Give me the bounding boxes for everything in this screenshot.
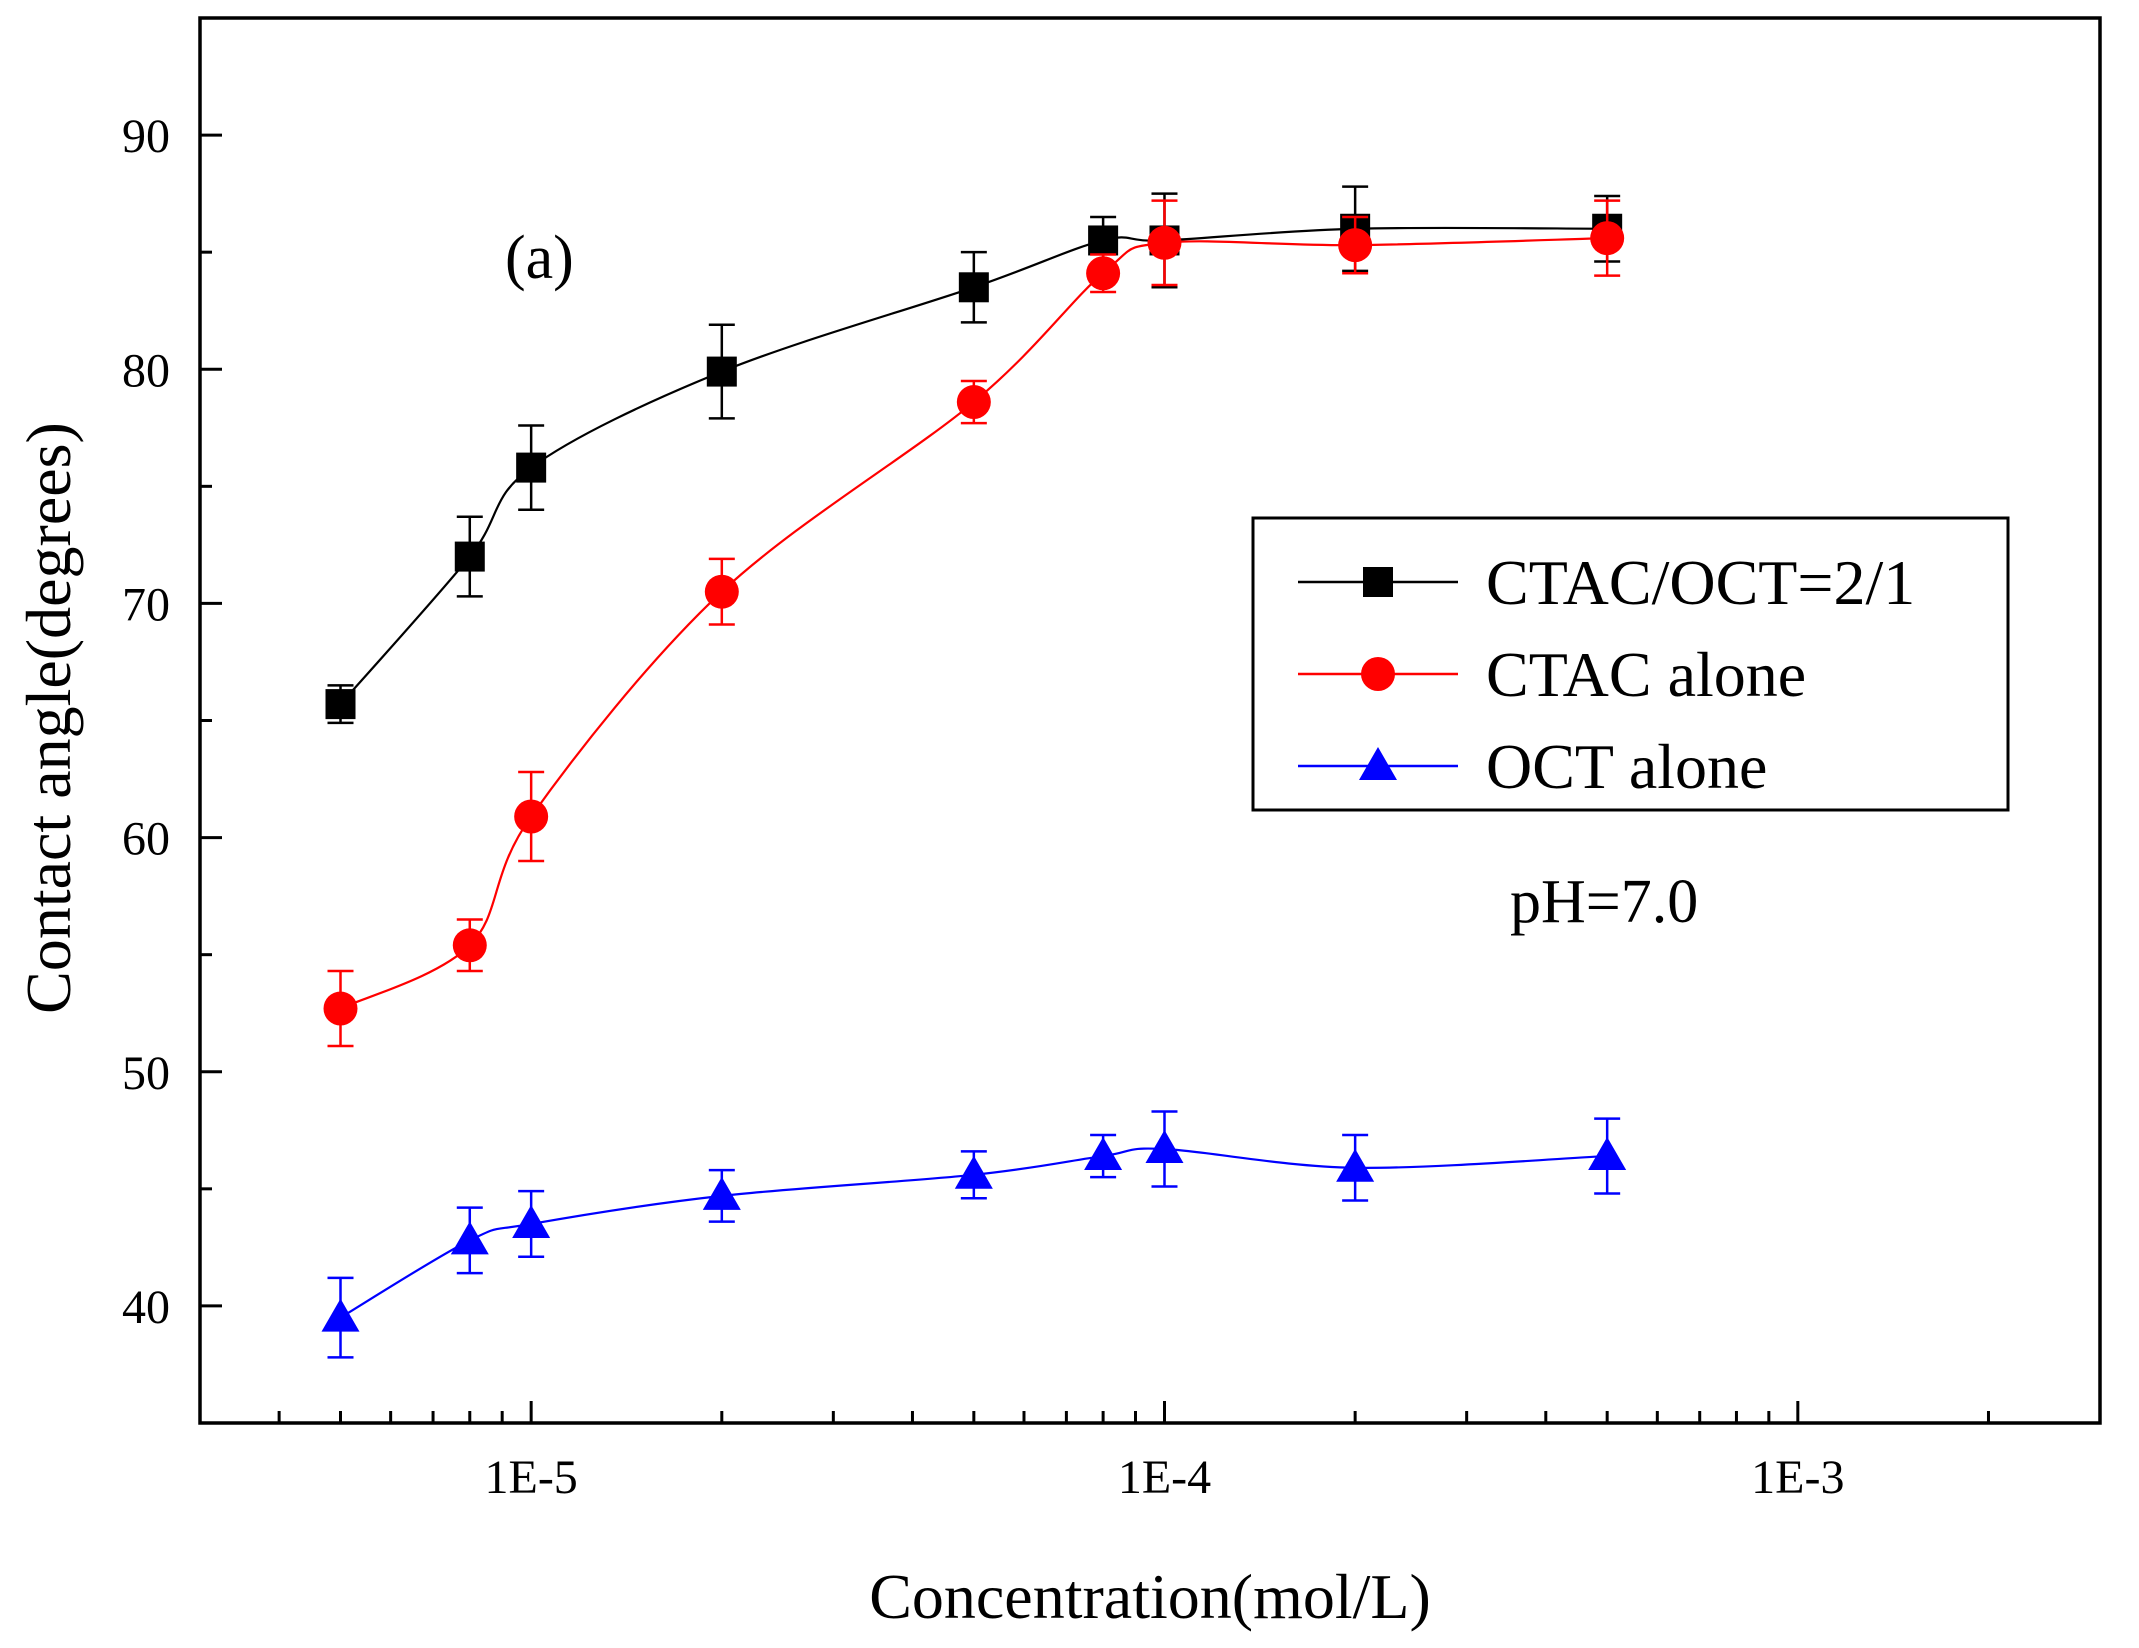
square-marker bbox=[706, 356, 737, 387]
y-tick-label: 70 bbox=[122, 578, 170, 631]
triangle-marker bbox=[321, 1298, 360, 1332]
square-marker bbox=[958, 272, 989, 303]
square-marker bbox=[454, 541, 485, 572]
square-marker bbox=[1363, 567, 1393, 597]
y-tick-label: 90 bbox=[122, 110, 170, 163]
legend-label: CTAC/OCT=2/1 bbox=[1486, 547, 1915, 618]
triangle-marker bbox=[1084, 1137, 1123, 1171]
circle-marker bbox=[452, 928, 487, 963]
circle-marker bbox=[956, 385, 991, 420]
triangle-marker bbox=[1336, 1148, 1375, 1182]
series-3 bbox=[321, 1110, 1627, 1359]
series-2 bbox=[323, 199, 1625, 1048]
x-axis-ticks: 1E-5 1E-4 1E-3 bbox=[198, 1401, 2102, 1504]
circle-marker bbox=[323, 991, 358, 1026]
x-tick-label: 1E-3 bbox=[1751, 1451, 1844, 1504]
y-tick-label: 50 bbox=[122, 1047, 170, 1100]
y-tick-label: 60 bbox=[122, 813, 170, 866]
square-marker bbox=[516, 452, 547, 483]
triangle-marker bbox=[450, 1221, 489, 1255]
plot-frame bbox=[198, 16, 2102, 1425]
square-marker bbox=[1088, 225, 1119, 256]
triangle-marker bbox=[954, 1155, 993, 1189]
circle-marker bbox=[704, 574, 739, 609]
circle-marker bbox=[514, 799, 549, 834]
series-layer bbox=[321, 185, 1627, 1359]
legend-label: OCT alone bbox=[1486, 731, 1767, 802]
y-axis-ticks: 40 50 60 70 80 90 bbox=[122, 16, 222, 1425]
triangle-marker bbox=[1359, 747, 1397, 780]
triangle-marker bbox=[512, 1204, 551, 1238]
legend: CTAC/OCT=2/1 CTAC alone OCT alone bbox=[1251, 516, 2010, 812]
y-axis-label: Contact angle(degrees) bbox=[13, 422, 84, 1014]
series-line bbox=[339, 226, 1608, 705]
circle-marker bbox=[1361, 657, 1395, 691]
panel-label: (a) bbox=[505, 224, 574, 292]
x-tick-label: 1E-5 bbox=[485, 1451, 578, 1504]
triangle-marker bbox=[1588, 1137, 1627, 1171]
y-tick-label: 40 bbox=[122, 1281, 170, 1334]
x-tick-label: 1E-4 bbox=[1118, 1451, 1211, 1504]
circle-marker bbox=[1086, 256, 1121, 291]
y-tick-label: 80 bbox=[122, 344, 170, 397]
x-axis-label: Concentration(mol/L) bbox=[869, 1561, 1431, 1632]
series-line bbox=[340, 237, 1608, 1010]
triangle-marker bbox=[702, 1176, 741, 1210]
circle-marker bbox=[1338, 228, 1373, 263]
square-marker bbox=[325, 689, 356, 720]
circle-marker bbox=[1590, 221, 1625, 256]
circle-marker bbox=[1147, 225, 1182, 260]
triangle-marker bbox=[1145, 1130, 1184, 1164]
legend-label: CTAC alone bbox=[1486, 639, 1806, 710]
ph-annotation: pH=7.0 bbox=[1510, 868, 1698, 936]
